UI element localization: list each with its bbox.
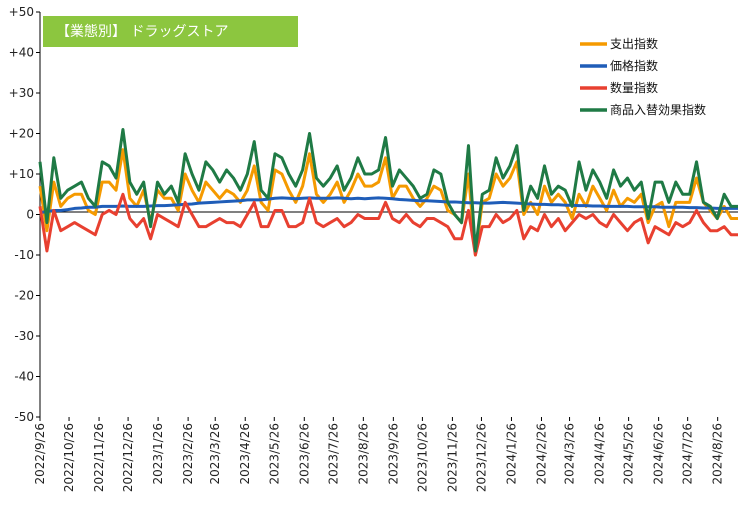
x-tick-label: 2023/9/26	[386, 423, 400, 485]
x-tick-label: 2023/1/26	[151, 423, 165, 485]
y-tick-label: -40	[14, 370, 34, 384]
legend: 支出指数 価格指数 数量指数 商品入替効果指数	[580, 36, 706, 117]
y-tick-label: -50	[14, 410, 34, 424]
legend-label-quantity: 数量指数	[610, 80, 658, 95]
x-tick-label: 2022/9/26	[33, 423, 47, 485]
series-line-2	[38, 192, 738, 257]
y-tick-label: +50	[9, 5, 34, 19]
x-tick-label: 2022/10/26	[62, 423, 76, 492]
y-tick-label: 0	[26, 208, 34, 222]
chart-title: 【業態別】 ドラッグストア	[56, 24, 228, 40]
x-tick-label: 2023/3/26	[208, 423, 222, 485]
x-tick-label: 2024/2/26	[534, 423, 548, 485]
x-tick-label: 2024/6/26	[652, 423, 666, 485]
y-tick-label: +30	[9, 86, 34, 100]
chart-title-banner	[43, 16, 298, 47]
x-tick-label: 2024/7/26	[681, 423, 695, 485]
x-tick-label: 2024/1/26	[504, 423, 518, 485]
y-tick-label: +40	[9, 46, 34, 60]
x-tick-label: 2023/12/26	[474, 423, 488, 492]
y-axis-ticks: +50 +40 +30 +20 +10 0 -10 -20 -30 -40 -50	[9, 5, 40, 424]
x-tick-label: 2023/5/26	[267, 423, 281, 485]
x-tick-label: 2023/2/26	[181, 423, 195, 485]
x-tick-label: 2023/7/26	[326, 423, 340, 485]
x-tick-label: 2024/4/26	[593, 423, 607, 485]
y-tick-label: -10	[14, 248, 34, 262]
series-line-3	[38, 127, 738, 253]
legend-label-price: 価格指数	[610, 58, 658, 73]
x-tick-label: 2024/3/26	[563, 423, 577, 485]
x-tick-label: 2022/11/26	[92, 423, 106, 492]
x-tick-label: 2023/8/26	[356, 423, 370, 485]
x-tick-label: 2023/11/26	[445, 423, 459, 492]
legend-label-product-replacement: 商品入替効果指数	[610, 102, 706, 117]
series-lines	[38, 127, 738, 257]
x-tick-label: 2024/5/26	[622, 423, 636, 485]
y-tick-label: -30	[14, 329, 34, 343]
y-tick-label: -20	[14, 289, 34, 303]
x-tick-label: 2023/10/26	[415, 423, 429, 492]
x-tick-label: 2023/6/26	[297, 423, 311, 485]
x-tick-label: 2024/8/26	[711, 423, 725, 485]
x-tick-label: 2022/12/26	[121, 423, 135, 492]
y-tick-label: +10	[9, 167, 34, 181]
legend-label-spending: 支出指数	[610, 36, 658, 51]
x-axis-ticks: 2022/9/26 2022/10/26 2022/11/26 2022/12/26 2…	[33, 417, 725, 492]
y-tick-label: +20	[9, 127, 34, 141]
series-line-1	[39, 196, 738, 214]
x-tick-label: 2023/4/26	[238, 423, 252, 485]
